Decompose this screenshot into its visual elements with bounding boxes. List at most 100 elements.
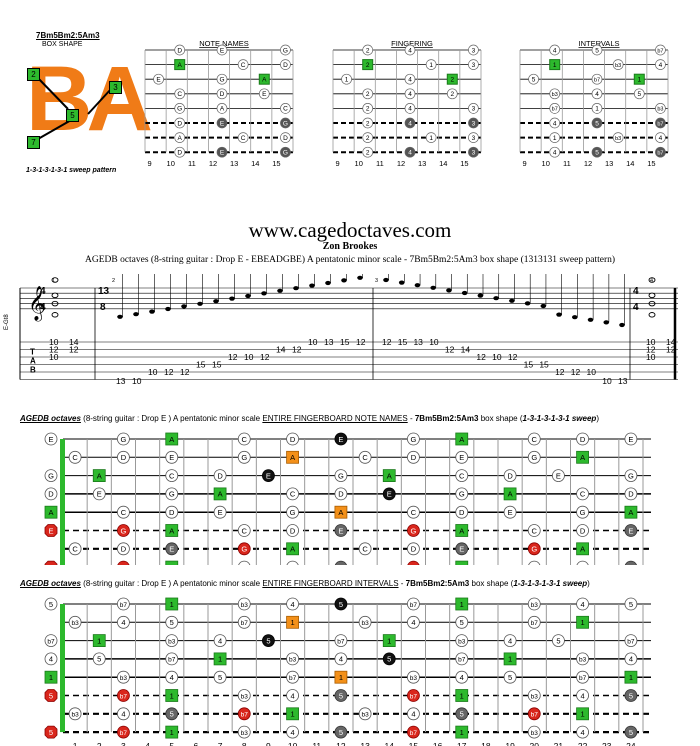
note-marker: [407, 597, 420, 611]
note-marker: [44, 652, 58, 666]
mini-note-label: 5: [532, 77, 536, 84]
note-label: G: [459, 490, 465, 499]
note-marker: [117, 597, 130, 611]
note-marker: [68, 450, 82, 464]
m2-sweep-note: [197, 301, 203, 306]
note-label: D: [121, 545, 127, 554]
tab-label: T: [30, 348, 35, 357]
note-marker: [407, 725, 420, 739]
mini-note-label: b3: [615, 63, 621, 69]
note-marker: [527, 542, 541, 556]
mini-fret-number: 14: [439, 159, 447, 168]
note-marker: [527, 707, 541, 721]
note-label: 5: [460, 618, 464, 627]
note-marker: [455, 652, 469, 666]
mini-note: [404, 146, 416, 158]
time-sig-mid-top: 13: [98, 286, 110, 297]
mini-note-label: b7: [657, 48, 663, 54]
mini-note-label: 3: [472, 106, 476, 113]
instrument-label: E-Gt8: [4, 314, 10, 330]
m3-sweep-note: [524, 301, 531, 306]
note-marker: [455, 450, 469, 464]
mini-fret-number: 13: [605, 159, 613, 168]
note-marker: [286, 432, 299, 446]
note-marker: [576, 560, 589, 565]
sweep-caption: 1-3-1-3-1-3-1 sweep pattern: [26, 167, 117, 174]
note-label: b7: [47, 638, 55, 645]
mini-root: [633, 73, 645, 85]
mini-fret-number: 13: [418, 159, 426, 168]
mini-note: [446, 88, 458, 100]
note-label: 5: [97, 655, 101, 664]
mini-fret-number: 13: [230, 159, 238, 168]
board1-title-shape: 7Bm5Bm2:5Am3: [414, 414, 479, 423]
m2-sweep-note: [165, 306, 171, 312]
note-marker: [117, 670, 130, 684]
mini-note: [468, 44, 479, 56]
note-label: E: [459, 545, 464, 554]
note-marker: [527, 725, 541, 739]
fret-number: 14: [385, 741, 395, 746]
m2-sweep-note: [357, 275, 363, 280]
m2-sweep-tab: 10: [132, 376, 142, 386]
note-marker: [624, 432, 638, 446]
mini-note-label: 5: [595, 120, 599, 127]
note-label: G: [120, 563, 126, 565]
note-marker: [624, 597, 638, 611]
note-label: E: [628, 563, 633, 565]
mini-note: [468, 103, 479, 114]
note-marker: [286, 560, 299, 565]
mini-note: [280, 146, 291, 158]
mini-fret-number: 11: [188, 159, 196, 168]
note-label: b3: [71, 620, 79, 627]
note-label: G: [120, 435, 126, 444]
mini-note-label: C: [241, 135, 246, 142]
note-label: G: [410, 526, 416, 535]
note-label: 4: [290, 691, 294, 700]
note-label: D: [217, 471, 223, 480]
note-marker: [117, 689, 130, 702]
note-marker: [576, 725, 589, 739]
note-label: E: [508, 508, 513, 517]
note-label: 4: [629, 655, 633, 664]
m3-sweep-note: [398, 280, 405, 285]
m2-sweep-tab: 12: [260, 352, 270, 362]
note-label: 5: [49, 728, 53, 737]
note-marker: [503, 487, 517, 501]
note-marker: [576, 670, 589, 684]
note-marker: [44, 487, 58, 501]
mini-fret-number: 14: [626, 159, 634, 168]
mini-note-label: 3: [472, 135, 476, 142]
mini-note-label: 2: [450, 91, 454, 98]
note-marker: [286, 707, 299, 721]
note-label: 4: [411, 618, 415, 627]
note-marker: [165, 652, 179, 666]
m2-sweep-tab: 13: [116, 376, 126, 386]
mini-note: [591, 44, 603, 56]
fret-number: 10: [288, 741, 298, 746]
note-label: D: [169, 508, 175, 517]
note-marker: [213, 487, 227, 501]
note-label: b3: [241, 602, 249, 609]
note-label: 4: [218, 636, 222, 645]
mini-note-label: 4: [408, 106, 412, 113]
note-label: G: [290, 508, 296, 517]
note-label: 5: [629, 600, 633, 609]
mini-title: FINGERING: [391, 39, 433, 48]
mini-note: [237, 132, 249, 143]
mini-note: [404, 103, 416, 114]
note-label: E: [218, 508, 223, 517]
mini-note-label: A: [262, 77, 267, 84]
mini-root: [549, 59, 561, 71]
mini-note: [468, 146, 479, 158]
note-label: E: [628, 526, 633, 535]
note-marker: [527, 597, 541, 611]
m3-sweep-tab: 12: [508, 352, 518, 362]
note-label: C: [72, 453, 78, 462]
m2-sweep-tab: 10: [244, 352, 254, 362]
note-label: b7: [627, 638, 635, 645]
note-label: 5: [339, 600, 343, 609]
fret-number: 22: [578, 741, 588, 746]
board1-title-sweep: 1-3-1-3-1-3-1 sweep: [522, 414, 597, 423]
mini-note: [591, 146, 603, 158]
